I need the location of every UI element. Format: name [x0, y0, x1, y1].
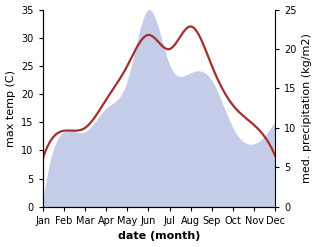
Y-axis label: max temp (C): max temp (C) [5, 70, 16, 147]
Y-axis label: med. precipitation (kg/m2): med. precipitation (kg/m2) [302, 33, 313, 183]
X-axis label: date (month): date (month) [118, 231, 200, 242]
